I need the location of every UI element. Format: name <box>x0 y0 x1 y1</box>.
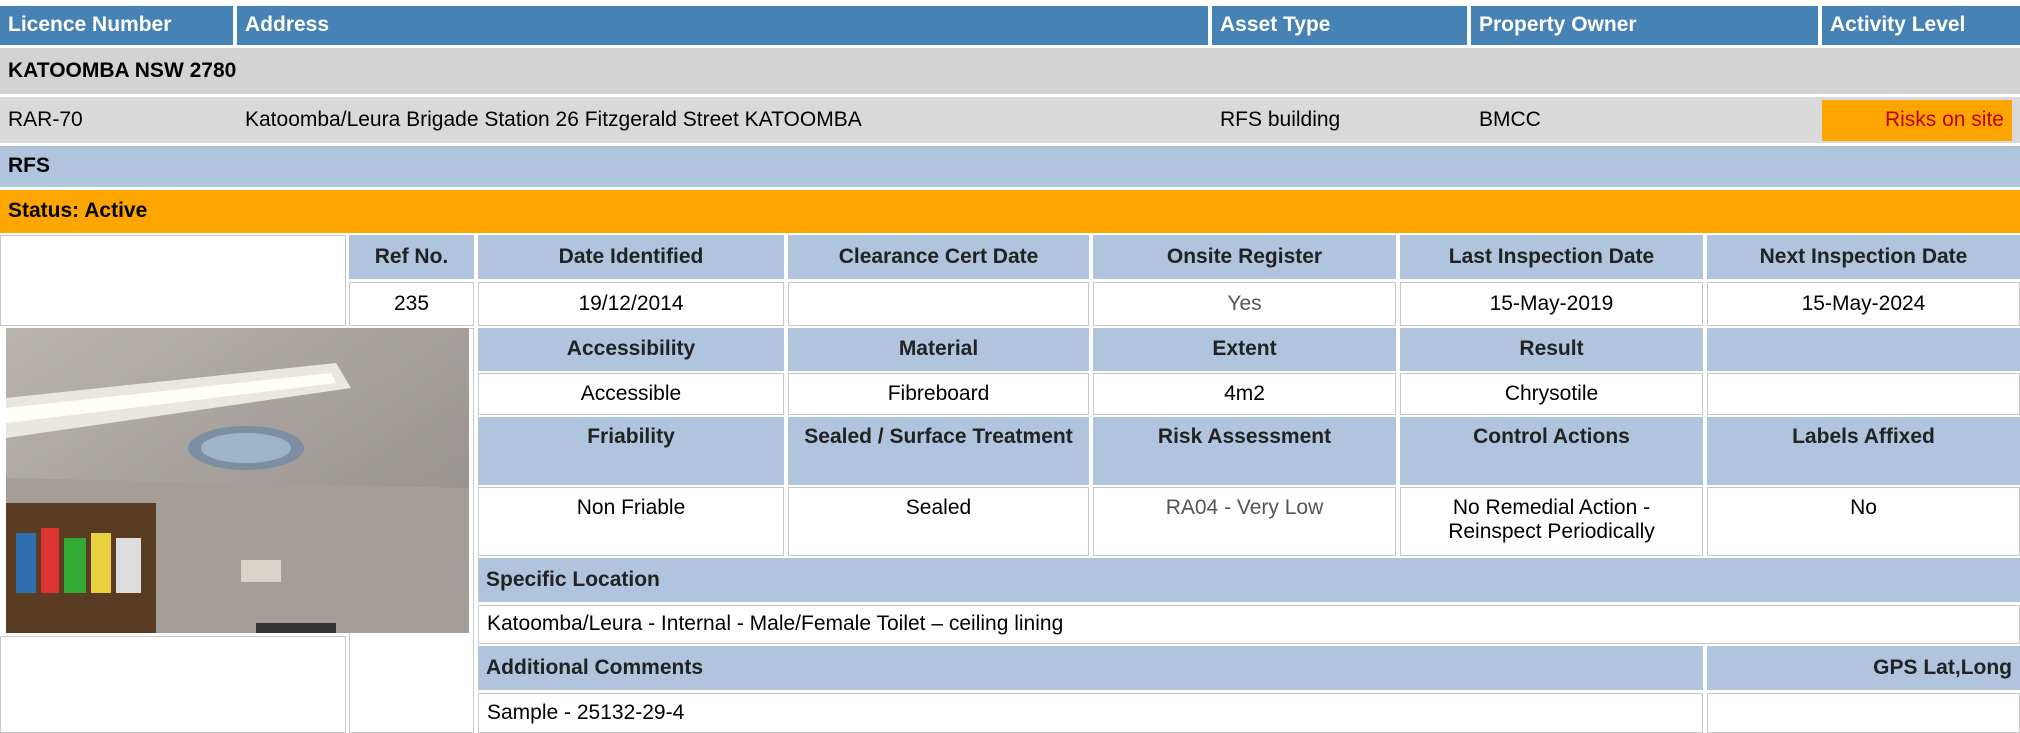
field-value: RA04 - Very Low <box>1093 487 1396 556</box>
field-label: Onsite Register <box>1093 235 1396 279</box>
field-value: 15-May-2019 <box>1400 282 1703 326</box>
field-label: Control Actions <box>1400 417 1703 485</box>
field-value: Sealed <box>788 487 1089 556</box>
field-value: Fibreboard <box>788 373 1089 415</box>
field-value <box>1707 373 2020 415</box>
field-value: No Remedial Action - Reinspect Periodica… <box>1400 487 1703 556</box>
column-header: Asset Type <box>1212 6 1467 45</box>
field-value: No <box>1707 487 2020 556</box>
column-header: Address <box>237 6 1208 45</box>
blank-cell <box>0 235 346 326</box>
field-value: Yes <box>1093 282 1396 326</box>
field-label: Next Inspection Date <box>1707 235 2020 279</box>
group-row: RFS <box>0 146 2020 187</box>
field-value: 4m2 <box>1093 373 1396 415</box>
field-label: Labels Affixed <box>1707 417 2020 485</box>
field-label: Sealed / Surface Treatment <box>788 417 1089 485</box>
column-header: Property Owner <box>1471 6 1818 45</box>
field-label: Result <box>1400 328 1703 371</box>
field-value <box>1707 693 2020 733</box>
field-label: Date Identified <box>478 235 784 279</box>
field-label: Clearance Cert Date <box>788 235 1089 279</box>
field-value: 235 <box>349 282 474 326</box>
field-value: Chrysotile <box>1400 373 1703 415</box>
field-label: Extent <box>1093 328 1396 371</box>
field-value <box>788 282 1089 326</box>
status-row: Status: Active <box>0 190 2020 233</box>
field-label: Ref No. <box>349 235 474 279</box>
field-value: Accessible <box>478 373 784 415</box>
field-value: 15-May-2024 <box>1707 282 2020 326</box>
photo <box>6 328 469 633</box>
field-value: 19/12/2014 <box>478 282 784 326</box>
field-label: Material <box>788 328 1089 371</box>
field-label: Accessibility <box>478 328 784 371</box>
field-value: Katoomba/Leura - Internal - Male/Female … <box>478 605 2020 644</box>
blank-cell <box>0 636 346 733</box>
field-label: Last Inspection Date <box>1400 235 1703 279</box>
field-label: Additional Comments <box>478 646 1703 690</box>
location-row: KATOOMBA NSW 2780 <box>0 48 2020 94</box>
field-value: Sample - 25132-29-4 <box>478 693 1703 733</box>
field-value: Non Friable <box>478 487 784 556</box>
licence-property-owner: BMCC <box>1471 97 1818 143</box>
field-label: Specific Location <box>478 558 2020 602</box>
field-label: Risk Assessment <box>1093 417 1396 485</box>
licence-address: Katoomba/Leura Brigade Station 26 Fitzge… <box>237 97 1208 143</box>
field-label: Friability <box>478 417 784 485</box>
licence-asset-type: RFS building <box>1212 97 1467 143</box>
field-label: GPS Lat,Long <box>1707 646 2020 690</box>
activity-level: Risks on site <box>1822 100 2012 141</box>
column-header: Activity Level <box>1822 6 2020 45</box>
licence-number: RAR-70 <box>0 97 233 143</box>
photo-image <box>6 328 469 633</box>
field-label <box>1707 328 2020 371</box>
column-header: Licence Number <box>0 6 233 45</box>
